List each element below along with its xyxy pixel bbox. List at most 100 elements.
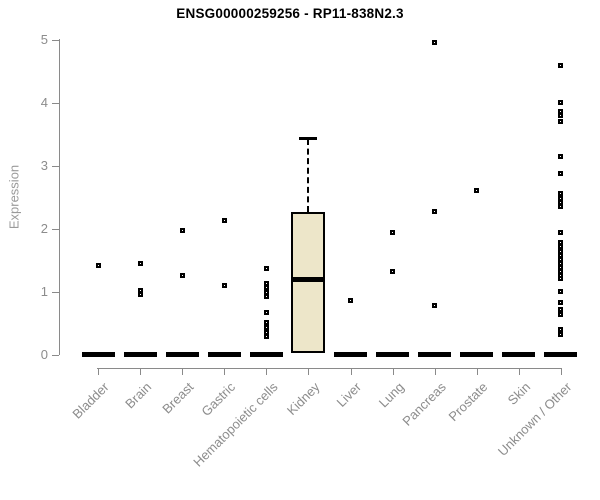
outlier-point [263,310,269,316]
outlier-point [263,334,269,340]
collapsed-box [165,352,199,357]
outlier-point [432,208,438,214]
x-tick-label: Bladder [69,379,112,422]
x-axis-tick [182,368,184,375]
x-axis-tick [308,368,310,375]
x-axis-tick [224,368,226,375]
outlier-point [263,294,269,300]
x-tick-label: Kidney [283,379,323,419]
x-axis-tick [518,368,520,375]
outlier-point [558,170,564,176]
x-axis-tick [266,368,268,375]
x-tick-label: Brain [121,379,154,412]
y-axis-label: Expression [6,164,22,230]
y-axis-tick [52,354,59,356]
collapsed-box [544,352,578,357]
y-axis-tick [52,39,59,41]
y-axis-line [59,39,60,355]
collapsed-box [207,352,241,357]
outlier-point [558,199,564,205]
x-axis-tick [350,368,352,375]
outlier-point [558,260,564,266]
y-tick-label: 1 [40,284,48,299]
upper-whisker-line [307,139,310,213]
y-axis-tick [52,102,59,104]
collapsed-box [81,352,115,357]
outlier-point [390,268,396,274]
upper-whisker-cap [299,137,318,140]
x-axis-line [97,368,562,369]
outlier-point [558,203,564,209]
x-axis-tick [392,368,394,375]
y-tick-label: 2 [40,221,48,236]
outlier-point [558,244,564,250]
x-axis-tick [140,368,142,375]
median-line [291,277,326,282]
outlier-point [558,191,564,197]
collapsed-box [502,352,536,357]
outlier-point [95,263,101,269]
outlier-point [558,289,564,294]
outlier-point [558,63,564,69]
outlier-point [558,331,564,337]
y-tick-label: 0 [40,347,48,362]
x-tick-label: Pancreas [399,379,449,429]
outlier-point [263,265,269,271]
outlier-point [221,218,227,224]
collapsed-box [334,352,368,357]
x-tick-label: Unknown / Other [495,379,575,459]
x-tick-label: Gastric [198,379,239,420]
outlier-point [558,312,564,318]
y-tick-label: 4 [40,95,48,110]
outlier-point [263,329,269,335]
outlier-point [558,229,564,235]
outlier-point [474,188,480,194]
collapsed-box [376,352,410,357]
outlier-point [137,292,143,298]
x-tick-label: Lung [375,379,407,411]
outlier-point [558,108,564,114]
outlier-point [179,273,185,279]
y-axis-tick [52,165,59,167]
x-tick-label: Skin [504,379,533,408]
outlier-point [263,289,269,295]
outlier-point [432,303,438,309]
x-tick-label: Breast [158,379,197,417]
outlier-point [179,227,185,233]
outlier-point [263,324,269,330]
outlier-point [221,282,227,288]
collapsed-box [249,352,283,357]
x-axis-tick [476,368,478,375]
y-axis-tick [52,291,59,293]
outlier-point [390,229,396,235]
outlier-point [137,261,143,267]
x-axis-tick [434,368,436,375]
outlier-point [558,239,564,245]
outlier-point [558,306,564,312]
outlier-point [558,265,564,271]
outlier-point [432,39,438,45]
collapsed-box [418,352,452,357]
y-tick-label: 5 [40,32,48,47]
outlier-point [558,118,564,124]
x-tick-label: Hematopoietic cells [189,379,281,470]
y-tick-label: 3 [40,158,48,173]
collapsed-box [460,352,494,357]
outlier-point [137,287,143,293]
outlier-point [558,113,564,119]
chart-title: ENSG00000259256 - RP11-838N2.3 [176,6,404,21]
x-axis-tick [98,368,99,375]
outlier-point [558,299,564,305]
outlier-point [263,319,269,325]
outlier-point [263,285,269,291]
outlier-point [558,100,564,105]
outlier-point [558,275,564,281]
outlier-point [558,327,564,333]
x-axis-tick [560,368,562,375]
box-iqr [291,212,326,354]
x-tick-label: Liver [333,379,365,410]
y-axis-tick [52,228,59,230]
outlier-point [348,297,354,303]
outlier-point [558,248,564,254]
